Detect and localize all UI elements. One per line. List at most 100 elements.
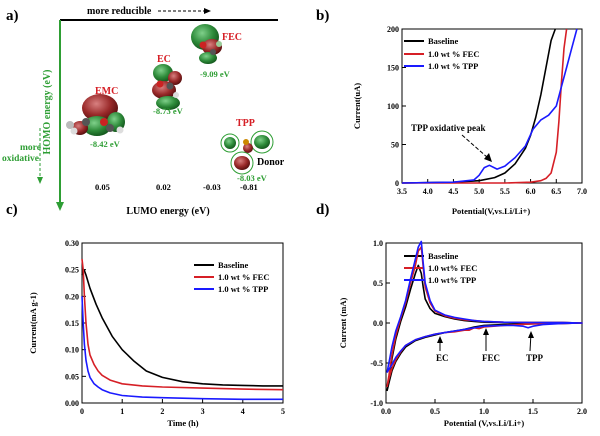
series-line-3 [401, 28, 578, 184]
x-tick-label: 5.5 [500, 187, 510, 196]
panel-c-letter: c) [6, 202, 18, 218]
x-tick-label: 1 [120, 407, 124, 416]
tpp-homo: -8.03 eV [237, 173, 268, 183]
y-axis-label: Current(mA g-1) [28, 292, 38, 354]
x-axis-label: Potential (V,vs.Li/Li+) [444, 418, 525, 428]
x-tick-label: 4.5 [448, 187, 458, 196]
y-tick-label: 0 [395, 179, 399, 188]
y-tick-label: 0.25 [65, 266, 79, 275]
annotation-arrow [461, 134, 489, 159]
annotation-label: TPP oxidative peak [411, 123, 486, 133]
more-reducible-label: more reducible [87, 6, 152, 17]
y-axis-label: Current(uA) [352, 83, 362, 129]
ec-molecule-image [152, 64, 182, 110]
legend-label-2: 1.0 wt % FEC [428, 49, 479, 59]
series-line-3 [386, 240, 583, 374]
tpp-lumo: -0.81 [240, 182, 258, 192]
y-tick-label: 0.0 [373, 319, 383, 328]
series-line-1 [386, 264, 583, 392]
ec-lumo: 0.02 [156, 182, 171, 192]
y-tick-label: -0.5 [370, 359, 383, 368]
panel-a: a) more reducible HOMO energy (eV) more … [2, 6, 285, 217]
panel-b-letter: b) [316, 8, 329, 24]
y-tick-label: 0.05 [65, 372, 79, 381]
emc-molecule-image [66, 94, 125, 136]
annotation-fec: FEC [482, 353, 500, 363]
panel-d-letter: d) [316, 202, 329, 218]
tpp-name: TPP [236, 118, 255, 129]
y-tick-label: -1.0 [370, 399, 383, 408]
fec-homo: -9.09 eV [200, 69, 231, 79]
x-axis-label: Time (h) [167, 418, 198, 428]
ec-name: EC [157, 54, 171, 65]
series-line-2 [81, 258, 284, 391]
lumo-axis-label: LUMO energy (eV) [126, 206, 209, 217]
y-tick-label: 100 [387, 102, 399, 111]
x-tick-label: 6.5 [551, 187, 561, 196]
series-line-1 [401, 28, 557, 184]
legend-label-1: Baseline [218, 260, 248, 270]
donor-label: Donor [257, 157, 285, 168]
y-tick-label: 50 [391, 141, 399, 150]
reducible-arrowhead [204, 8, 211, 14]
fec-lumo: -0.03 [203, 182, 221, 192]
annotation-arrowhead-fec [483, 328, 489, 335]
x-tick-label: 3.5 [397, 187, 407, 196]
x-tick-label: 1.0 [479, 407, 489, 416]
x-tick-label: 7.0 [577, 187, 587, 196]
y-tick-label: 0.5 [373, 279, 383, 288]
emc-name: EMC [95, 86, 118, 97]
y-tick-label: 0.10 [65, 346, 79, 355]
fec-name: FEC [222, 32, 242, 43]
y-tick-label: 0.20 [65, 292, 79, 301]
tpp-molecule-image [220, 130, 274, 175]
y-tick-label: 0.15 [65, 319, 79, 328]
annotation-ec: EC [436, 353, 449, 363]
oxidative-arrowhead [37, 177, 43, 184]
x-tick-label: 0.5 [430, 407, 440, 416]
x-tick-label: 0 [80, 407, 84, 416]
panel-a-letter: a) [6, 8, 19, 24]
annotation-arrowhead-ec [437, 336, 443, 343]
x-tick-label: 0.0 [381, 407, 391, 416]
y-tick-label: 150 [387, 64, 399, 73]
annotation-tpp: TPP [526, 353, 544, 363]
homo-axis-arrowhead [56, 202, 64, 211]
x-tick-label: 2 [160, 407, 164, 416]
y-tick-label: 0.00 [65, 399, 79, 408]
panel-c-chart: c) 0 1 2 3 4 5 0.00 0.05 0.10 0.15 0.20 0.25 0.30 Time… [6, 202, 285, 428]
x-tick-label: 4 [241, 407, 245, 416]
oxidative-label-1: more [20, 143, 41, 153]
annotation-arrowhead-tpp [528, 331, 534, 338]
oxidative-label-2: oxidative [2, 154, 39, 164]
fec-molecule-image [191, 24, 222, 64]
x-tick-label: 6.0 [526, 187, 536, 196]
y-tick-label: 0.30 [65, 239, 79, 248]
legend-label-3: 1.0 wt % TPP [218, 284, 268, 294]
legend-label-3: 1.0 wt % TPP [428, 61, 478, 71]
plot-frame [81, 242, 284, 404]
x-tick-label: 5.0 [474, 187, 484, 196]
x-tick-label: 4.0 [423, 187, 433, 196]
x-tick-label: 5 [281, 407, 285, 416]
legend-label-3: 1.0 wt% TPP [428, 275, 476, 285]
annotation-arrowhead [484, 153, 492, 162]
x-tick-label: 1.5 [528, 407, 538, 416]
panel-d-chart: d) 0.0 0.5 1.0 1.5 2.0 -1.0 -0.5 0.0 0.5 1.0 Potent… [316, 202, 587, 428]
x-tick-label: 2.0 [577, 407, 587, 416]
series-line-1 [81, 268, 283, 387]
x-tick-label: 3 [201, 407, 205, 416]
homo-axis-label: HOMO energy (eV) [42, 70, 53, 155]
emc-homo: -8.42 eV [90, 139, 121, 149]
ec-homo: -8.73 eV [153, 106, 184, 116]
emc-lumo: 0.05 [95, 182, 110, 192]
y-axis-label: Current (mA) [338, 298, 348, 349]
y-tick-label: 1.0 [373, 239, 383, 248]
legend-label-1: Baseline [428, 36, 458, 46]
panel-b-chart: b) 3.5 4.0 4.5 5.0 5.5 6.0 6.5 7.0 0 50 100 150 200 Po… [316, 8, 587, 216]
series-line-3 [81, 296, 283, 401]
legend-label-2: 1.0 wt % FEC [218, 272, 269, 282]
series-line-2 [402, 28, 568, 184]
x-axis-label: Potential(V,vs.Li/Li+) [452, 206, 531, 216]
